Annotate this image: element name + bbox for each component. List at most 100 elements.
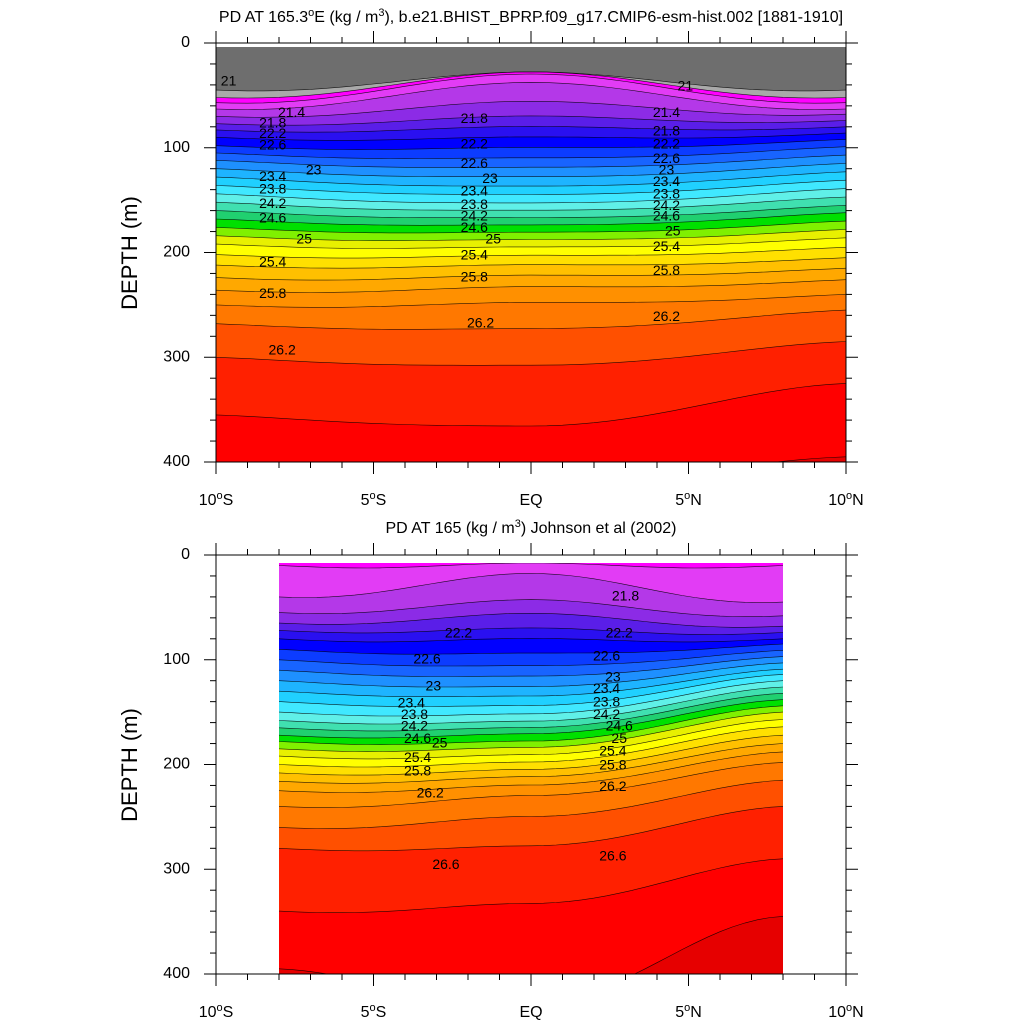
contour-line (279, 858, 783, 913)
contour-label: 25.4 (461, 246, 488, 262)
contour-line (279, 638, 783, 643)
contour-label: 23.8 (461, 196, 488, 212)
contour-plot-observations: 21.822.2 22.222.6 22.6232323.423.423.823.8… (163, 543, 864, 1021)
contour-line (216, 100, 846, 118)
contour-label: 24.2 (653, 197, 680, 213)
contour-label: 25.4 (259, 254, 286, 270)
x-tick-label: 10oN (828, 1002, 863, 1021)
contour-label: 21.8 (653, 123, 680, 139)
contour-line (216, 188, 846, 204)
contour-line (279, 719, 783, 760)
contour-line (216, 257, 846, 269)
contour-label: 26.6 (432, 856, 459, 872)
contour-line (279, 762, 783, 808)
no-data-region (216, 555, 279, 974)
contour-label: 22.6 (593, 647, 620, 663)
contour-line (279, 650, 783, 667)
contour-line (216, 205, 846, 218)
x-tick-label: 10oS (199, 490, 234, 509)
contour-label: 26.2 (653, 308, 680, 324)
y-axis-label-model: DEPTH (m) (117, 196, 142, 310)
contour-label: 26.6 (599, 847, 626, 863)
contour-label: 25 (611, 730, 627, 746)
contour-label: 25.8 (259, 285, 286, 301)
contour-label: 24.2 (461, 208, 488, 224)
contour-line (279, 743, 783, 784)
contour-line (216, 279, 846, 293)
y-tick-label: 100 (163, 651, 190, 668)
contour-line (279, 734, 783, 776)
contour-line (216, 71, 846, 99)
contour-label: 24.2 (401, 717, 428, 733)
contour-line (279, 643, 783, 655)
contour-line (216, 132, 846, 141)
contour-line (279, 705, 783, 745)
contour-line (216, 73, 846, 104)
y-tick-label: 100 (163, 139, 190, 156)
contour-band (216, 383, 846, 462)
contour-label: 21 (221, 72, 237, 88)
contour-line (279, 693, 783, 732)
contour-line (216, 179, 846, 195)
x-tick-label: 5oS (361, 490, 387, 509)
contour-label: 24.2 (259, 195, 286, 211)
y-tick-label: 300 (163, 860, 190, 877)
contour-label: 23 (659, 161, 675, 177)
x-tick-label: 5oN (675, 490, 702, 509)
contour-label: 24.6 (404, 730, 431, 746)
contour-line (216, 309, 846, 330)
contour-label: 25.4 (653, 238, 680, 254)
contour-line (216, 115, 846, 126)
contour-line (279, 674, 783, 707)
contour-label: 23.4 (259, 168, 286, 184)
y-tick-label: 0 (181, 34, 190, 51)
contour-label: 22.2 (259, 125, 286, 141)
contour-line (216, 154, 846, 168)
contour-label: 21.4 (653, 104, 680, 120)
contour-label: 25 (665, 222, 681, 238)
contour-label: 23.4 (461, 182, 488, 198)
contour-label: 23.4 (653, 173, 680, 189)
contour-line (279, 806, 783, 852)
contour-line (279, 668, 783, 697)
contour-label: 24.2 (593, 706, 620, 722)
contour-band (279, 858, 783, 974)
contour-label: 21.4 (278, 104, 305, 120)
contour-line (279, 711, 783, 752)
contour-label: 24.6 (259, 210, 286, 226)
contour-line (216, 212, 846, 226)
x-tick-label: 10oN (828, 490, 863, 509)
contour-line (279, 573, 783, 603)
contour-line (279, 599, 783, 617)
contour-line (279, 627, 783, 635)
contour-label: 23.8 (653, 186, 680, 202)
contour-line (216, 267, 846, 281)
contour-line (216, 294, 846, 308)
contour-label: 22.6 (413, 650, 440, 666)
contour-line (279, 686, 783, 725)
contour-label: 23 (306, 161, 322, 177)
y-axis-label-observations: DEPTH (m) (117, 708, 142, 822)
contour-line (216, 163, 846, 177)
x-tick-label: EQ (519, 1004, 542, 1021)
contour-label: 26.2 (269, 342, 296, 358)
contour-label: 23.8 (401, 706, 428, 722)
contour-label: 21.8 (259, 114, 286, 130)
contour-label: 25.8 (404, 763, 431, 779)
contour-label: 25.8 (461, 268, 488, 284)
y-tick-label: 400 (163, 453, 190, 470)
contour-label: 24.6 (606, 717, 633, 733)
y-tick-label: 300 (163, 348, 190, 365)
contour-label: 26.2 (417, 785, 444, 801)
contour-line (279, 662, 783, 688)
contour-label: 23.4 (593, 680, 620, 696)
contour-label: 22.2 (445, 624, 472, 640)
chart-title-model: PD AT 165.3oE (kg / m3), b.e21.BHIST_BPR… (219, 7, 843, 26)
contour-label: 21.8 (612, 588, 639, 604)
contour-line (279, 656, 783, 677)
x-tick-label: 5oS (361, 1002, 387, 1021)
contour-label: 22.6 (653, 150, 680, 166)
contour-line (216, 341, 846, 366)
contour-line (279, 751, 783, 793)
